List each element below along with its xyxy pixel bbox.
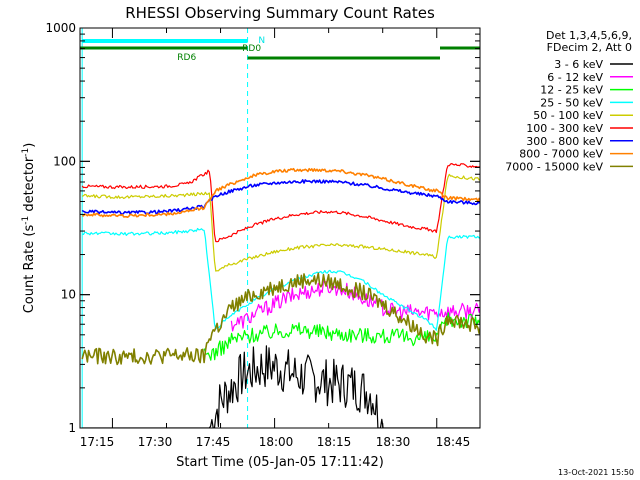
series-line	[203, 312, 480, 361]
y-axis-label: Count Rate (s-1 detector-1)	[21, 143, 37, 314]
y-axis-label-sup1: -1	[21, 216, 31, 225]
x-tick-label: 18:00	[259, 435, 294, 449]
x-tick-label: 18:45	[436, 435, 471, 449]
chart-title: RHESSI Observing Summary Count Rates	[125, 4, 435, 22]
status-annotation-n: N	[258, 36, 265, 46]
legend-label: 800 - 7000 keV	[519, 148, 603, 161]
y-tick-label: 100	[53, 154, 76, 168]
series-line	[81, 179, 480, 216]
series-line	[81, 163, 480, 243]
y-tick-label: 1	[68, 421, 76, 435]
series-line	[81, 272, 480, 366]
x-tick-label: 17:15	[80, 435, 115, 449]
legend-label: 6 - 12 keV	[547, 71, 603, 84]
axes: 1 10 100 1000 17:15 17:30 17:45 18:00 18:15 18:30…	[45, 21, 480, 449]
x-tick-label: 17:45	[196, 435, 231, 449]
x-tick-label: 18:30	[376, 435, 411, 449]
legend-label: 25 - 50 keV	[540, 96, 603, 109]
y-axis-label-end: )	[22, 143, 37, 148]
y-axis-label-mid: detector	[22, 156, 37, 216]
series-line	[230, 280, 480, 332]
legend: Det 1,3,4,5,6,9, FDecim 2, Att 0 3 - 6 k…	[505, 29, 633, 173]
legend-label: 300 - 800 keV	[526, 135, 603, 148]
y-tick-label: 1000	[45, 21, 76, 35]
legend-label: 3 - 6 keV	[554, 58, 603, 71]
legend-label: 50 - 100 keV	[533, 109, 603, 122]
legend-header-line-2: FDecim 2, Att 0	[547, 41, 632, 54]
y-axis-label-sup2: -1	[21, 148, 31, 157]
timestamp: 13-Oct-2021 15:50	[558, 468, 634, 477]
legend-label: 7000 - 15000 keV	[505, 160, 603, 173]
series-line	[82, 345, 480, 428]
status-annotation-rd6: RD6	[177, 53, 196, 63]
legend-label: 12 - 25 keV	[540, 84, 603, 97]
y-tick-label: 10	[61, 288, 76, 302]
status-annotation-rd0: RD0	[242, 44, 261, 54]
y-axis-label-main: Count Rate (s	[22, 225, 37, 314]
plot-frame	[79, 27, 481, 429]
series-line	[82, 167, 480, 218]
legend-label: 100 - 300 keV	[526, 122, 603, 135]
legend-header-line-1: Det 1,3,4,5,6,9,	[546, 29, 632, 42]
x-axis-label: Start Time (05-Jan-05 17:11:42)	[176, 455, 384, 470]
x-tick-label: 18:15	[317, 435, 352, 449]
x-tick-label: 17:30	[138, 435, 173, 449]
series-line	[82, 227, 480, 331]
series-line	[81, 173, 480, 272]
